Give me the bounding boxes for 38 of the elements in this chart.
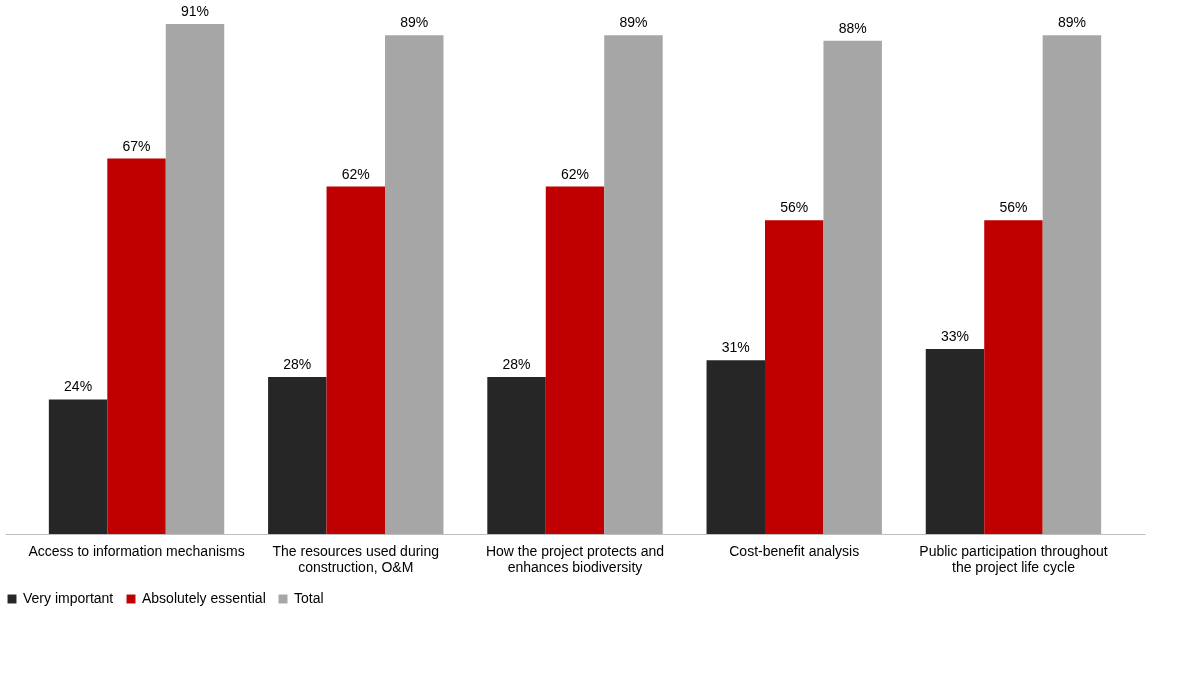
data-label: 24% [64,378,93,395]
data-label: 89% [400,14,429,31]
bar [984,220,1043,534]
data-label: 67% [122,137,151,154]
x-tick-label: Public participation throughout the project life cycle [919,542,1108,575]
x-tick-label: How the project protects and enhances biodiversity [485,542,665,575]
legend-label: Very important [23,590,114,606]
bar [107,158,166,534]
bar [165,24,225,534]
bar [765,220,824,534]
data-label: 56% [780,199,809,216]
bar [385,35,444,534]
x-tick-label: Access to information mechanisms [28,542,245,559]
data-label: 88% [838,19,867,36]
legend-label: Absolutely essential [142,590,266,606]
data-label: 31% [721,339,750,356]
bar [706,360,765,534]
data-label: 28% [283,356,312,373]
data-label: 28% [502,356,531,373]
bar [604,35,663,534]
bar [326,186,385,534]
bar [268,377,327,534]
bar [487,377,546,534]
bar [1042,35,1102,534]
bar [925,349,985,534]
data-label: 62% [560,165,590,182]
data-label: 91% [180,3,210,19]
bar [823,40,882,534]
data-label: 56% [999,199,1028,216]
data-label: 89% [619,14,648,31]
x-tick-label: The resources used during construction, O&M [272,542,440,575]
bar [545,186,605,534]
data-label: 89% [1057,14,1086,31]
bar [48,399,108,534]
data-label: 33% [940,328,970,345]
x-tick-label: Cost-benefit analysis [729,542,860,559]
legend-label: Total [294,590,324,606]
data-label: 62% [341,165,370,182]
